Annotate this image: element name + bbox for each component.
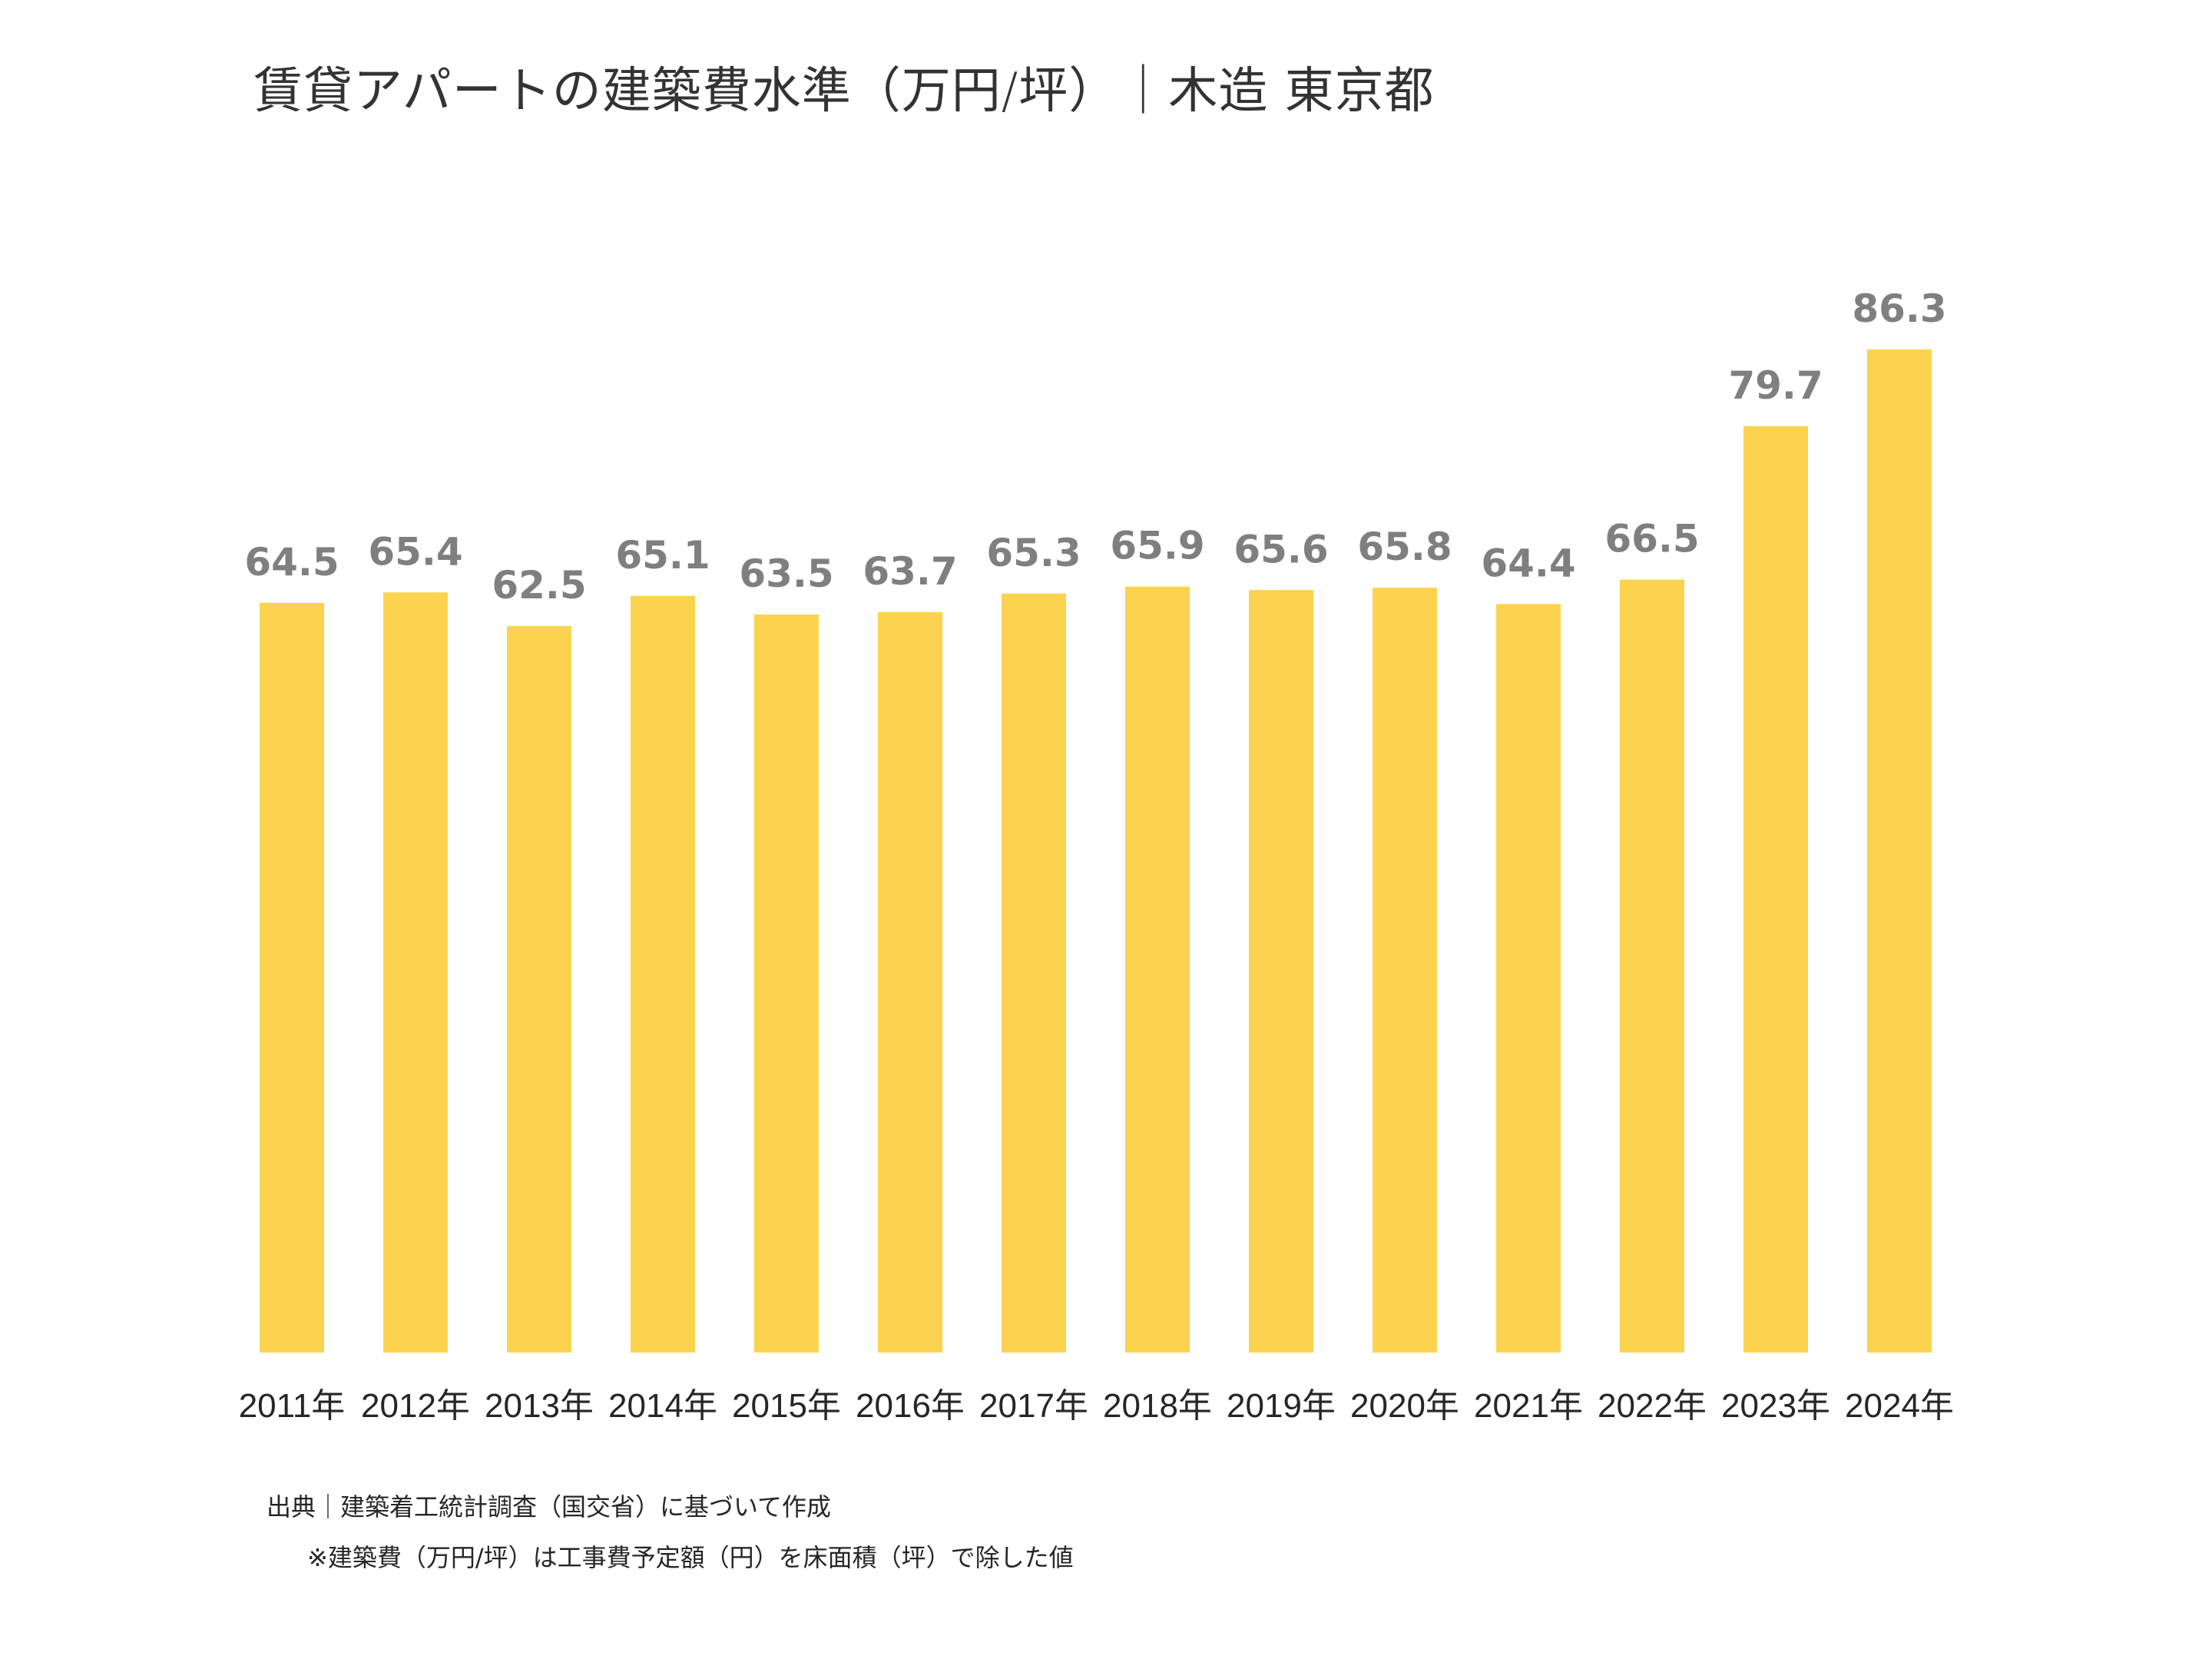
- value-label: 79.7: [1728, 363, 1823, 408]
- bar-2013年: [507, 626, 571, 1353]
- x-tick-label: 2024年: [1845, 1387, 1954, 1425]
- bar-2021年: [1496, 604, 1561, 1353]
- bar-2017年: [1002, 593, 1066, 1353]
- value-label: 65.8: [1357, 525, 1452, 569]
- source-footnote: 出典｜建築着工統計調査（国交省）に基づいて作成: [267, 1492, 832, 1522]
- value-label: 66.5: [1604, 517, 1699, 561]
- x-tick-label: 2012年: [361, 1387, 470, 1425]
- x-tick-label: 2011年: [239, 1387, 346, 1425]
- bar-2012年: [383, 592, 448, 1353]
- bar-2014年: [631, 595, 695, 1353]
- x-tick-label: 2022年: [1598, 1387, 1707, 1425]
- value-label: 65.4: [368, 529, 462, 574]
- bar-2016年: [878, 612, 942, 1353]
- value-label: 63.5: [739, 551, 833, 596]
- x-tick-label: 2017年: [979, 1387, 1088, 1425]
- bar-2020年: [1373, 588, 1437, 1353]
- value-label: 62.5: [492, 563, 586, 608]
- value-label: 64.5: [244, 540, 339, 584]
- value-labels-group: 64.5 65.4 62.5 65.1 63.5 63.7 65.3 65.9 65.6 65.8…: [244, 286, 1946, 608]
- x-tick-label: 2020年: [1350, 1387, 1459, 1425]
- x-tick-label: 2013年: [485, 1387, 594, 1425]
- value-label: 65.6: [1233, 527, 1328, 571]
- bar-2015年: [754, 614, 819, 1353]
- x-tick-label: 2019年: [1227, 1387, 1336, 1425]
- value-label: 65.9: [1110, 524, 1204, 568]
- bar-2011年: [260, 602, 324, 1353]
- x-tick-label: 2014年: [608, 1387, 717, 1425]
- x-tick-label: 2021年: [1474, 1387, 1583, 1425]
- x-tick-label: 2018年: [1103, 1387, 1212, 1425]
- x-tick-label: 2015年: [732, 1387, 841, 1425]
- bar-2023年: [1743, 426, 1808, 1353]
- bar-2018年: [1125, 586, 1190, 1353]
- bars-group: [260, 349, 1932, 1353]
- bar-2022年: [1620, 579, 1684, 1353]
- x-tick-label: 2023年: [1721, 1387, 1830, 1425]
- bar-2019年: [1249, 590, 1313, 1353]
- value-label: 64.4: [1481, 541, 1575, 585]
- value-label: 65.1: [615, 533, 710, 578]
- calculation-note: ※建築費（万円/坪）は工事費予定額（円）を床面積（坪）で除した値: [307, 1543, 1074, 1572]
- chart-title: 賃貸アパートの建築費水準（万円/坪）｜木造 東京都: [253, 63, 1435, 120]
- bar-2024年: [1867, 349, 1932, 1353]
- value-label: 65.3: [986, 531, 1081, 575]
- value-label: 63.7: [863, 549, 957, 594]
- x-axis-tick-labels: 2011年 2012年 2013年 2014年 2015年 2016年 2017年 2018年…: [239, 1387, 1954, 1425]
- x-tick-label: 2016年: [856, 1387, 965, 1425]
- value-label: 86.3: [1852, 286, 1946, 331]
